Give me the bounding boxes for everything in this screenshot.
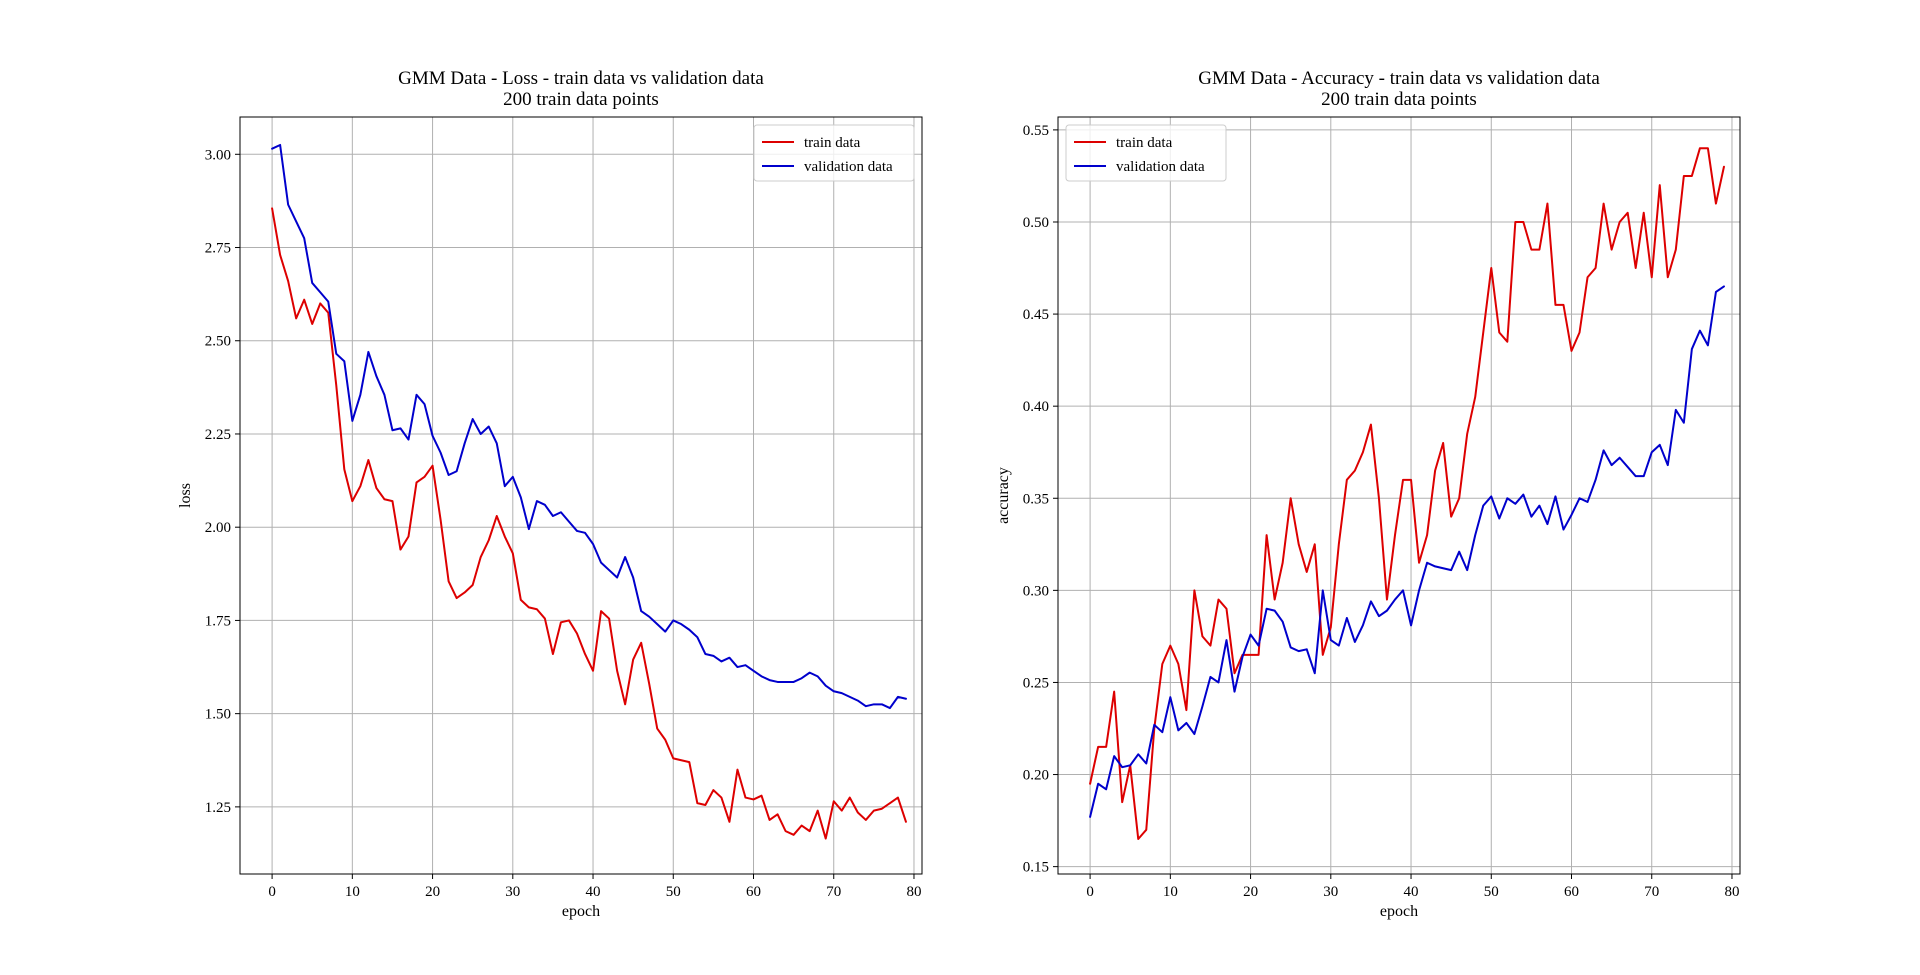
y-tick-label: 2.25 [205, 427, 231, 443]
x-axis-label: epoch [1380, 903, 1418, 920]
x-tick-label: 70 [1644, 884, 1659, 900]
legend: train data validation data [753, 124, 915, 182]
series-line-train [1089, 147, 1725, 840]
y-tick-label: 1.50 [205, 707, 231, 723]
x-tick-label: 0 [268, 884, 276, 900]
series-line-validation [1089, 285, 1725, 818]
x-tick-label: 40 [1404, 884, 1419, 900]
y-tick-label: 2.75 [205, 241, 231, 257]
series-line-train [271, 207, 907, 840]
grid [1058, 117, 1740, 874]
y-tick-label: 0.45 [1023, 307, 1049, 323]
series-line-validation [271, 143, 907, 710]
y-tick-label: 3.00 [205, 147, 231, 163]
chart-subtitle: 200 train data points [1321, 89, 1477, 110]
grid [240, 117, 922, 874]
loss-chart: 0 10 20 30 40 50 60 70 80 1.25 1.50 1.75 2.00 2.25 2.5… [177, 68, 923, 920]
legend-label-train: train data [1116, 135, 1173, 151]
y-tick-label: 0.15 [1023, 860, 1049, 876]
plot-frame [239, 116, 923, 875]
x-tick-label: 10 [345, 884, 360, 900]
x-tick-label: 30 [505, 884, 520, 900]
legend-label-validation: validation data [804, 159, 893, 175]
y-axis-label: accuracy [995, 467, 1012, 524]
y-tick-label: 2.00 [205, 520, 231, 536]
y-tick-label: 0.55 [1023, 123, 1049, 139]
y-tick-label: 2.50 [205, 334, 231, 350]
x-tick-label: 20 [425, 884, 440, 900]
y-tick-label: 0.20 [1023, 768, 1049, 784]
y-tick-label: 0.35 [1023, 491, 1049, 507]
y-tick-label: 1.25 [205, 800, 231, 816]
y-tick-label: 0.50 [1023, 215, 1049, 231]
x-tick-label: 50 [666, 884, 681, 900]
x-tick-label: 80 [1724, 884, 1739, 900]
x-tick-label: 60 [1564, 884, 1579, 900]
x-tick-label: 10 [1163, 884, 1178, 900]
x-tick-label: 0 [1086, 884, 1094, 900]
legend-label-train: train data [804, 135, 861, 151]
y-tick-label: 0.30 [1023, 583, 1049, 599]
legend: train data validation data [1065, 124, 1227, 182]
x-tick-label: 40 [586, 884, 601, 900]
y-axis-label: loss [177, 483, 194, 508]
x-tick-label: 60 [746, 884, 761, 900]
legend-label-validation: validation data [1116, 159, 1205, 175]
plot-frame [1057, 116, 1741, 875]
chart-title: GMM Data - Accuracy - train data vs vali… [1198, 68, 1600, 89]
chart-title: GMM Data - Loss - train data vs validati… [398, 68, 764, 89]
y-tick-label: 0.40 [1023, 399, 1049, 415]
x-tick-label: 50 [1484, 884, 1499, 900]
y-tick-label: 0.25 [1023, 675, 1049, 691]
chart-subtitle: 200 train data points [503, 89, 659, 110]
y-tick-label: 1.75 [205, 613, 231, 629]
x-tick-label: 30 [1323, 884, 1338, 900]
x-tick-label: 20 [1243, 884, 1258, 900]
accuracy-chart: 0 10 20 30 40 50 60 70 80 0.15 0.20 0.25 0.30 0.35 0.4… [995, 68, 1741, 920]
x-tick-label: 70 [826, 884, 841, 900]
x-tick-label: 80 [906, 884, 921, 900]
x-axis-label: epoch [562, 903, 600, 920]
